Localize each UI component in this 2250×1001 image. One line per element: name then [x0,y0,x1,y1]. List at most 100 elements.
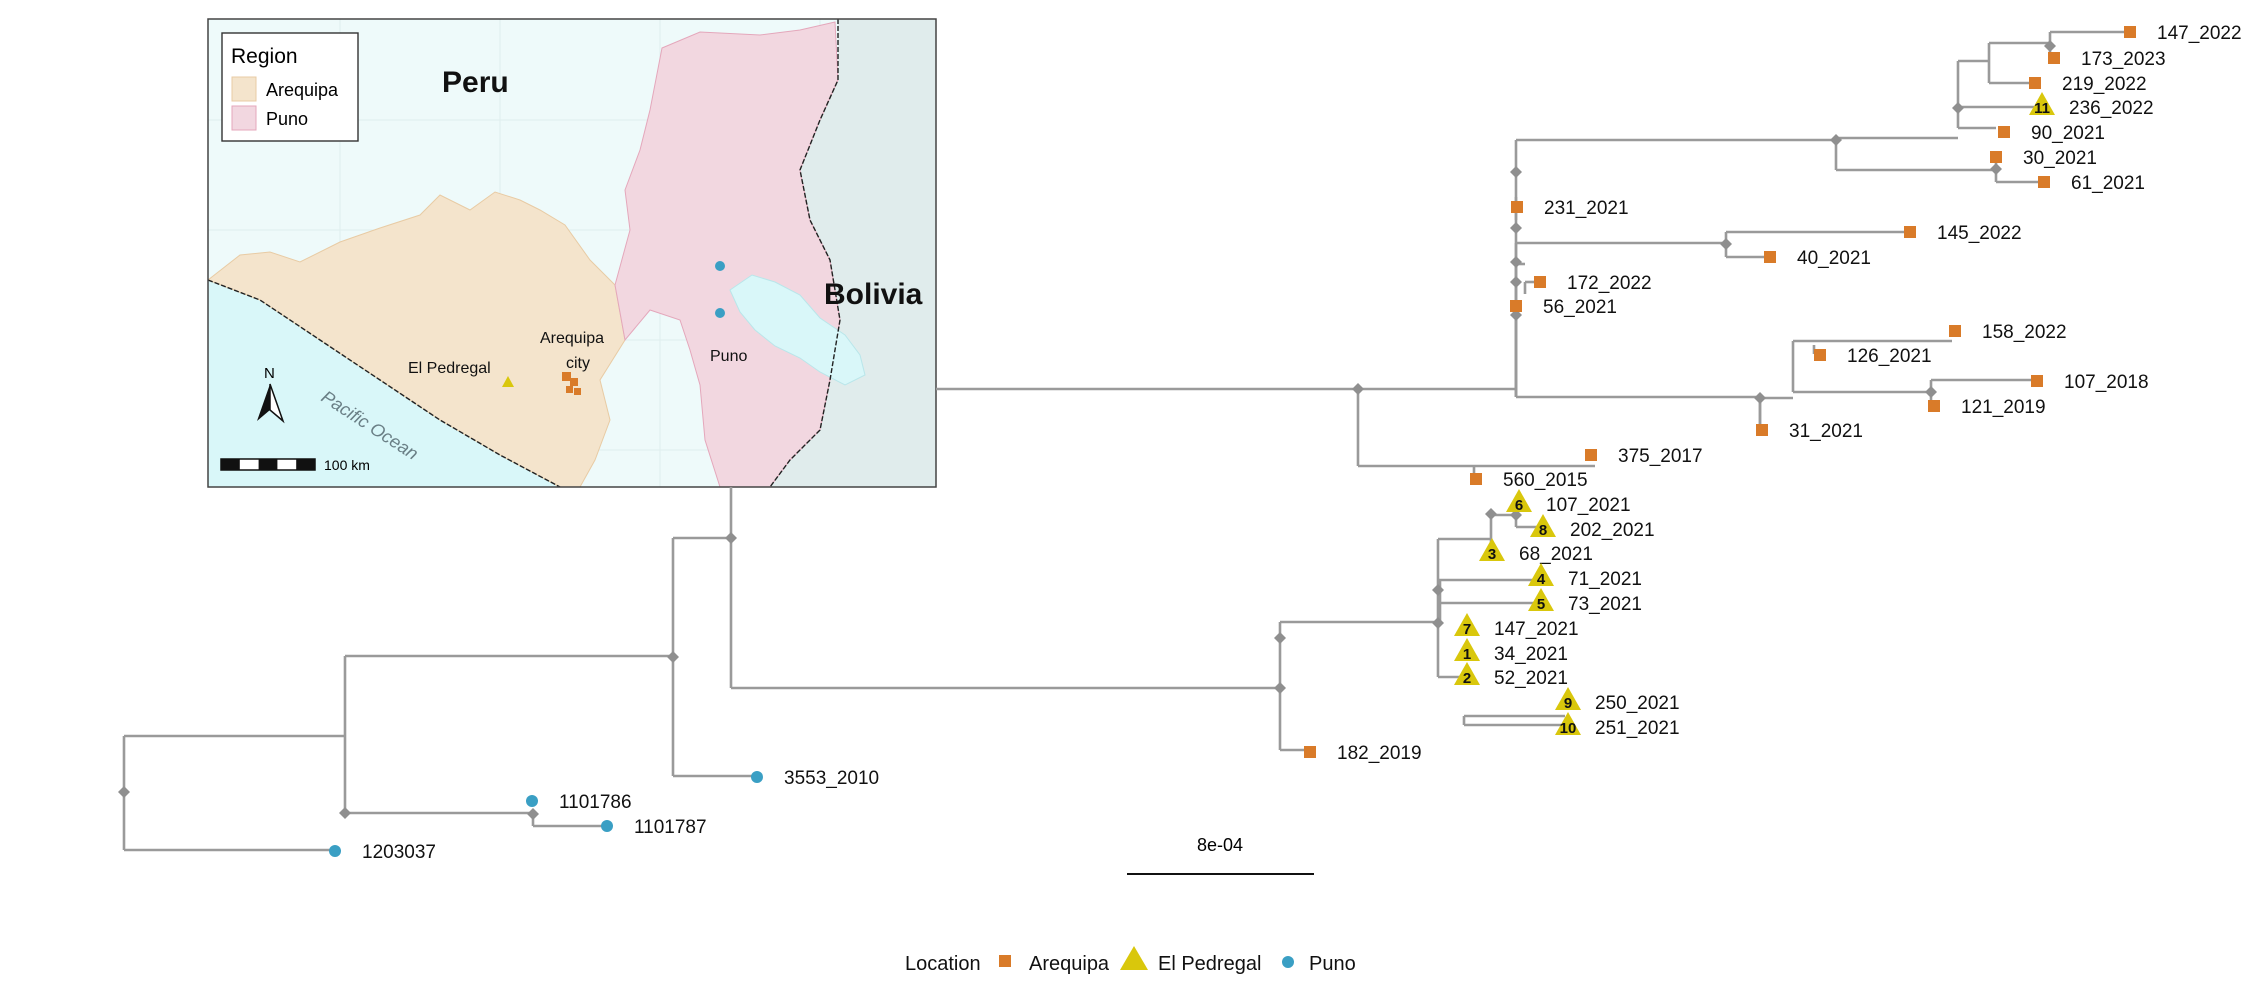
tip-marker-31_2021 [1756,424,1768,436]
tip-marker-219_2022 [2029,77,2041,89]
tip-marker-71_2021 [1528,563,1554,586]
tip-marker-147_2021 [1454,613,1480,636]
tip-label-40_2021: 40_2021 [1797,248,1871,269]
tip-marker-202_2021 [1530,514,1556,537]
tip-number-10: 10 [1560,720,1577,737]
map-inset: Peru Bolivia El Pedregal Arequipa city P… [207,18,937,488]
lake-titicaca-shape [729,274,866,386]
map-point-el-pedregal [502,376,514,387]
tip-marker-375_2017 [1585,449,1597,461]
tip-label-158_2022: 158_2022 [1982,322,2067,343]
location-legend-title: Location [905,953,981,975]
tip-label-121_2019: 121_2019 [1961,397,2046,418]
map-frame [207,18,937,488]
map-legend-label-puno: Puno [266,109,308,129]
tip-label-250_2021: 250_2021 [1595,693,1680,714]
tip-label-61_2021: 61_2021 [2071,173,2145,194]
tip-number-6: 6 [1515,497,1523,514]
tip-marker-250_2021 [1555,687,1581,710]
tip-label-375_2017: 375_2017 [1618,446,1703,467]
map-legend-label-arequipa: Arequipa [266,80,339,100]
tip-label-1203037: 1203037 [362,842,436,863]
tip-label-52_2021: 52_2021 [1494,668,1568,689]
tip-marker-107_2021 [1506,489,1532,512]
tip-marker-1101786 [526,795,538,807]
legend-label-el-pedregal: El Pedregal [1158,953,1261,975]
tip-label-107_2018: 107_2018 [2064,372,2149,393]
tip-label-71_2021: 71_2021 [1568,569,1642,590]
tip-marker-1203037 [329,845,341,857]
map-legend-swatch-puno [231,105,257,131]
bolivia-shape [770,19,936,487]
map-label-bolivia: Bolivia [824,278,923,311]
tip-marker-158_2022 [1949,325,1961,337]
tip-label-73_2021: 73_2021 [1568,594,1642,615]
north-arrow-icon: N [257,365,285,424]
tip-marker-126_2021 [1814,349,1826,361]
tip-marker-145_2022 [1904,226,1916,238]
tip-marker-182_2019 [1304,746,1316,758]
legend-symbol-arequipa [999,955,1011,967]
coastline [208,279,561,487]
legend-symbol-puno [1282,956,1294,968]
tip-marker-40_2021 [1764,251,1776,263]
map-label-puno: Puno [710,348,747,365]
tip-marker-56_2021 [1510,300,1522,312]
map-scale-label: 100 km [324,457,370,473]
map-label-arequipa-city-2: city [566,355,590,372]
tip-label-107_2021: 107_2021 [1546,495,1631,516]
tip-number-9: 9 [1564,695,1572,712]
tip-marker-121_2019 [1928,400,1940,412]
tip-label-3553_2010: 3553_2010 [784,768,879,789]
tip-label-173_2023: 173_2023 [2081,49,2166,70]
tip-number-3: 3 [1488,546,1496,563]
tip-label-126_2021: 126_2021 [1847,346,1932,367]
tip-label-202_2021: 202_2021 [1570,520,1655,541]
map-point-arequipa-1 [562,372,571,381]
north-arrow-label: N [264,365,275,382]
map-region-legend: Region Arequipa Puno [221,32,359,142]
tip-number-7: 7 [1463,621,1471,638]
tip-label-31_2021: 31_2021 [1789,421,1863,442]
tip-marker-231_2021 [1511,201,1523,213]
map-region-legend-title: Region [231,45,298,68]
tip-number-1: 1 [1463,646,1471,663]
tip-marker-30_2021 [1990,151,2002,163]
tip-label-172_2022: 172_2022 [1567,273,1652,294]
tip-marker-251_2021 [1555,712,1581,735]
tip-marker-147_2022 [2124,26,2136,38]
tip-number-11: 11 [2034,100,2050,117]
tip-marker-1101787 [601,820,613,832]
tip-label-1101787: 1101787 [634,817,707,838]
tip-number-8: 8 [1539,522,1547,539]
tip-marker-73_2021 [1528,588,1554,611]
map-label-arequipa-city-1: Arequipa [540,330,604,347]
map-point-arequipa-3 [574,388,581,395]
tip-number-2: 2 [1463,670,1471,687]
location-legend: Location Arequipa El Pedregal Puno [905,946,1356,975]
bolivia-border [769,19,841,487]
map-legend-swatch-arequipa [231,76,257,102]
tip-label-145_2022: 145_2022 [1937,223,2022,244]
tip-label-236_2022: 236_2022 [2069,98,2154,119]
tip-label-90_2021: 90_2021 [2031,123,2105,144]
tip-marker-90_2021 [1998,126,2010,138]
map-point-puno-2 [715,308,725,318]
tip-label-182_2019: 182_2019 [1337,743,1422,764]
tip-marker-61_2021 [2038,176,2050,188]
tip-marker-236_2022 [2029,92,2055,115]
map-point-arequipa-4 [566,386,573,393]
tip-label-56_2021: 56_2021 [1543,297,1617,318]
map-point-arequipa-2 [570,378,578,386]
tip-marker-3553_2010 [751,771,763,783]
tip-label-34_2021: 34_2021 [1494,644,1568,665]
tip-label-1101786: 1101786 [559,792,632,813]
tree-scale-bar: 8e-04 [1127,835,1314,875]
tip-label-219_2022: 219_2022 [2062,74,2147,95]
map-label-el-pedregal: El Pedregal [408,360,491,377]
tip-label-147_2022: 147_2022 [2157,23,2242,44]
tree-tips: 147_2022 173_2023 219_2022 11 236_2022 90_202… [329,23,2242,863]
map-scale-bar: 100 km [220,457,370,473]
tree-scale-bar-label: 8e-04 [1197,835,1243,855]
